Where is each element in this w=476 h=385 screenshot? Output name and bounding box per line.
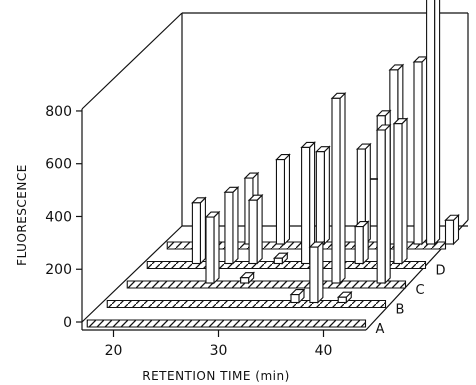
bar-front [301, 146, 311, 265]
bar-B-2 [308, 240, 325, 304]
row-label-D: D [436, 264, 446, 279]
bar-side [384, 123, 391, 285]
y-tick-label: 600 [45, 157, 72, 173]
bar-front [393, 123, 403, 265]
bar-series [191, 0, 460, 304]
bar-E-7 [426, 0, 441, 246]
bar-side [323, 145, 330, 246]
bar-D-3 [247, 193, 264, 265]
bar-front [413, 61, 423, 245]
side-wall-top-edge [81, 12, 183, 110]
bar-E-8 [444, 213, 460, 246]
bar-side [434, 0, 441, 246]
x-axis-label: RETENTION TIME (min) [142, 369, 290, 383]
bar-side [283, 153, 290, 246]
bar-front [275, 159, 286, 245]
row-label-A: A [376, 322, 385, 337]
x-tick-label: 20 [105, 343, 123, 359]
x-axis-ticks: 20 30 40 [105, 330, 333, 359]
bar-front [240, 277, 250, 284]
row-label-C: C [416, 283, 425, 298]
bar-side [199, 196, 206, 265]
bar-D-2 [223, 185, 240, 265]
bar-front [191, 202, 201, 265]
floor-left-edge [81, 225, 183, 323]
bar-side [362, 220, 369, 265]
bar-front [426, 0, 436, 245]
bar-front [331, 97, 341, 284]
bar-E-4 [355, 142, 372, 246]
bar-side [401, 117, 408, 265]
bar-side [232, 185, 239, 265]
bar-side [256, 193, 263, 265]
bar-front [309, 246, 319, 304]
y-axis-ticks: 0 200 400 600 800 [45, 104, 82, 331]
row-baseline-hatch-C [127, 281, 406, 288]
bar-B-1 [289, 288, 306, 304]
bar-D-6 [353, 220, 370, 265]
bar-C-1 [204, 210, 221, 285]
bar-B-3 [336, 290, 353, 304]
bar-E-2 [275, 153, 291, 246]
y-tick-label: 200 [45, 262, 72, 278]
bar-D-5 [300, 141, 316, 265]
y-axis-label: FLUORESCENCE [15, 164, 29, 266]
y-tick-label: 0 [63, 315, 72, 331]
bar-D-4 [272, 251, 289, 265]
bar-front [248, 199, 258, 265]
bar-D-8 [392, 117, 409, 265]
bar-front [224, 191, 234, 265]
row-label-B: B [396, 303, 405, 318]
x-tick-label: 30 [210, 343, 228, 359]
y-tick-label: 800 [45, 104, 72, 120]
bar-C-3 [330, 92, 347, 285]
bar-side [339, 92, 346, 285]
bar-front [290, 294, 300, 304]
y-tick-label: 400 [45, 209, 72, 225]
bar-C-4 [375, 123, 392, 285]
bar-front [205, 216, 215, 284]
bar-side [317, 240, 324, 304]
x-tick-label: 40 [315, 343, 333, 359]
bar-E-6 [412, 55, 429, 246]
bar-front [337, 296, 347, 304]
bar-front [354, 226, 364, 265]
row-baseline-hatch-A [87, 320, 366, 327]
bar-side [213, 210, 220, 285]
bar-E-3 [315, 145, 331, 246]
bar-D-1 [191, 196, 207, 265]
bar-front [273, 257, 283, 265]
bar-C-2 [239, 271, 255, 285]
bar-front [376, 129, 386, 284]
bar-front [315, 151, 325, 245]
bar-front [444, 219, 455, 245]
